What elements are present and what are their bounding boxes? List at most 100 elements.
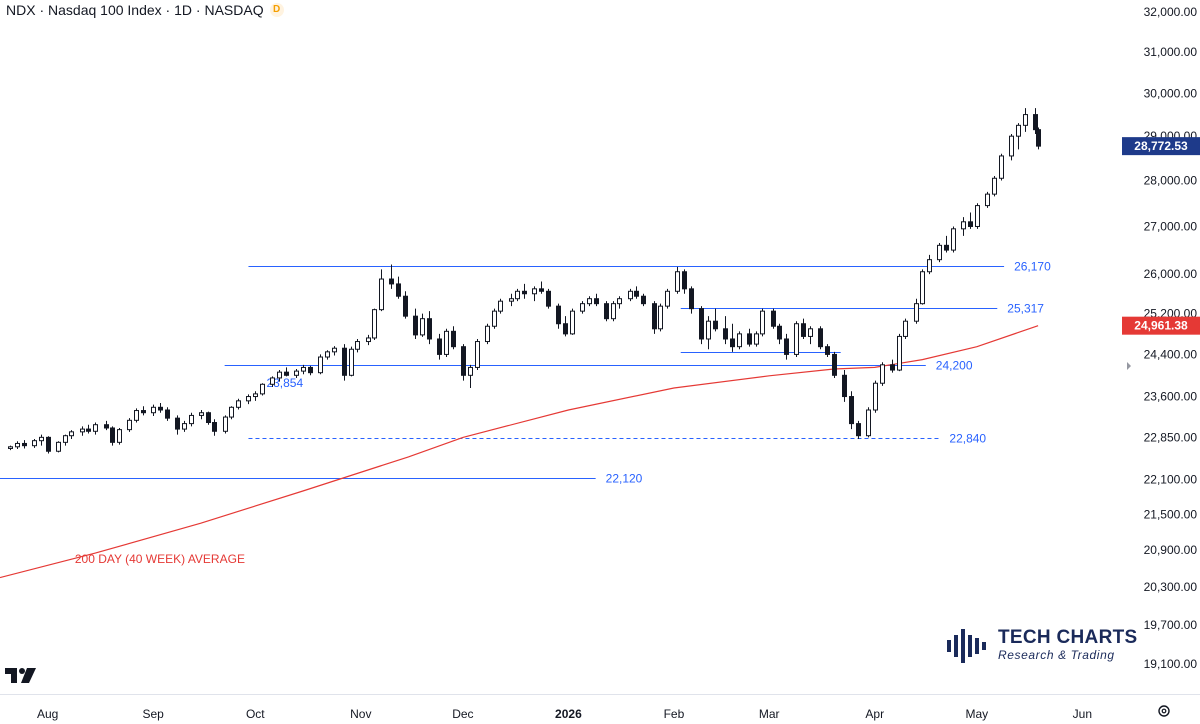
candle-body[interactable] xyxy=(134,410,139,421)
candle-body[interactable] xyxy=(461,346,466,376)
candle-body[interactable] xyxy=(199,412,204,416)
candle-body[interactable] xyxy=(151,406,156,414)
candle-body[interactable] xyxy=(308,366,313,374)
candle-body[interactable] xyxy=(253,393,258,398)
candle-body[interactable] xyxy=(689,288,694,310)
candle-body[interactable] xyxy=(223,416,228,432)
candle-body[interactable] xyxy=(427,318,432,340)
candle-body[interactable] xyxy=(951,228,956,251)
candle-body[interactable] xyxy=(730,338,735,348)
candle-body[interactable] xyxy=(699,308,704,340)
candle-body[interactable] xyxy=(437,338,442,355)
candle-body[interactable] xyxy=(355,341,360,350)
candle-body[interactable] xyxy=(754,333,759,345)
candle-body[interactable] xyxy=(1033,114,1038,131)
candle-body[interactable] xyxy=(570,310,575,335)
candle-body[interactable] xyxy=(141,410,146,414)
candle-body[interactable] xyxy=(914,303,919,322)
candle-body[interactable] xyxy=(284,371,289,376)
candle-body[interactable] xyxy=(546,290,551,307)
candle-body[interactable] xyxy=(444,330,449,355)
candle-body[interactable] xyxy=(420,318,425,336)
candle-body[interactable] xyxy=(713,320,718,330)
candle-body[interactable] xyxy=(760,310,765,335)
candle-body[interactable] xyxy=(301,366,306,372)
candle-body[interactable] xyxy=(723,328,728,340)
candle-body[interactable] xyxy=(117,429,122,443)
candle-body[interactable] xyxy=(927,259,932,273)
candle-body[interactable] xyxy=(277,371,282,379)
candle-body[interactable] xyxy=(236,400,241,408)
candle-body[interactable] xyxy=(246,396,251,402)
candle-body[interactable] xyxy=(866,409,871,437)
candle-body[interactable] xyxy=(658,305,663,330)
candle-body[interactable] xyxy=(413,315,418,336)
candle-body[interactable] xyxy=(8,446,13,449)
candle-body[interactable] xyxy=(832,353,837,376)
candle-body[interactable] xyxy=(985,193,990,207)
candle-body[interactable] xyxy=(349,348,354,376)
candle-body[interactable] xyxy=(175,417,180,430)
candle-body[interactable] xyxy=(944,244,949,251)
candle-body[interactable] xyxy=(1016,124,1021,137)
candle-body[interactable] xyxy=(509,298,514,302)
candle-body[interactable] xyxy=(1009,135,1014,157)
candle-body[interactable] xyxy=(396,283,401,297)
candle-body[interactable] xyxy=(999,155,1004,179)
candle-body[interactable] xyxy=(975,205,980,227)
candle-body[interactable] xyxy=(1036,129,1041,147)
candle-body[interactable] xyxy=(849,396,854,425)
candle-body[interactable] xyxy=(86,428,91,432)
settings-gear-icon[interactable] xyxy=(1157,704,1171,718)
candle-body[interactable] xyxy=(801,323,806,337)
candle-body[interactable] xyxy=(961,221,966,230)
candle-body[interactable] xyxy=(318,356,323,374)
candle-body[interactable] xyxy=(270,377,275,385)
candle-body[interactable] xyxy=(842,374,847,398)
candle-body[interactable] xyxy=(403,295,408,317)
candle-body[interactable] xyxy=(93,424,98,432)
candle-body[interactable] xyxy=(332,347,337,353)
candle-body[interactable] xyxy=(563,323,568,335)
candle-body[interactable] xyxy=(532,288,537,295)
candle-body[interactable] xyxy=(498,300,503,312)
candle-body[interactable] xyxy=(628,290,633,300)
candle-body[interactable] xyxy=(182,423,187,430)
candle-body[interactable] xyxy=(992,177,997,195)
candle-body[interactable] xyxy=(556,305,561,325)
candle-body[interactable] xyxy=(492,310,497,327)
candle-body[interactable] xyxy=(747,333,752,345)
candle-body[interactable] xyxy=(675,271,680,292)
candle-body[interactable] xyxy=(69,431,74,437)
candle-body[interactable] xyxy=(165,409,170,419)
candle-body[interactable] xyxy=(451,330,456,348)
candle-body[interactable] xyxy=(873,382,878,411)
candle-body[interactable] xyxy=(903,320,908,337)
candle-body[interactable] xyxy=(652,303,657,330)
axis-scroll-arrow-icon[interactable] xyxy=(1127,362,1131,370)
candle-body[interactable] xyxy=(212,422,217,432)
candle-body[interactable] xyxy=(294,370,299,376)
candle-body[interactable] xyxy=(1023,114,1028,126)
candle-body[interactable] xyxy=(22,442,27,447)
candle-body[interactable] xyxy=(46,436,51,452)
candle-body[interactable] xyxy=(665,290,670,307)
candle-body[interactable] xyxy=(63,435,68,443)
candle-body[interactable] xyxy=(15,442,20,448)
candle-body[interactable] xyxy=(539,288,544,292)
candle-body[interactable] xyxy=(189,414,194,425)
candle-body[interactable] xyxy=(737,333,742,348)
candle-body[interactable] xyxy=(110,427,115,443)
candle-body[interactable] xyxy=(342,347,347,376)
candle-body[interactable] xyxy=(515,290,520,300)
candle-body[interactable] xyxy=(104,424,109,429)
candle-body[interactable] xyxy=(260,383,265,395)
candle-body[interactable] xyxy=(937,244,942,261)
candle-body[interactable] xyxy=(325,351,330,358)
candle-body[interactable] xyxy=(777,325,782,340)
candle-body[interactable] xyxy=(389,278,394,285)
candle-body[interactable] xyxy=(56,441,61,452)
candle-body[interactable] xyxy=(818,328,823,348)
candle-body[interactable] xyxy=(366,337,371,343)
